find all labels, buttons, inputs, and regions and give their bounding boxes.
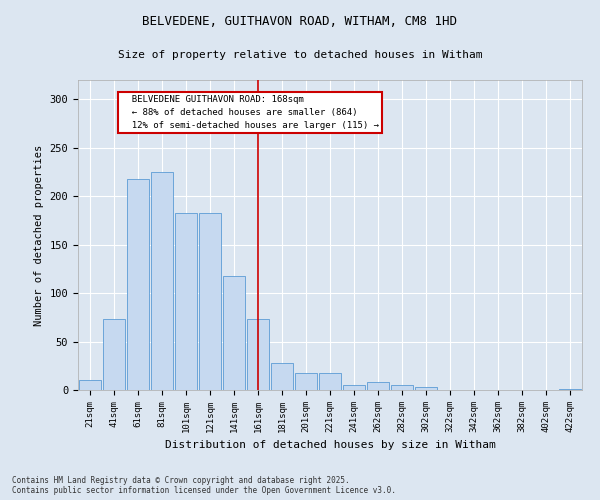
X-axis label: Distribution of detached houses by size in Witham: Distribution of detached houses by size … — [164, 440, 496, 450]
Bar — [247, 320, 269, 390]
Bar — [271, 363, 293, 390]
Bar — [343, 385, 365, 390]
Bar — [391, 385, 413, 390]
Bar — [319, 372, 341, 390]
Bar — [127, 179, 149, 390]
Text: BELVEDENE, GUITHAVON ROAD, WITHAM, CM8 1HD: BELVEDENE, GUITHAVON ROAD, WITHAM, CM8 1… — [143, 15, 458, 28]
Text: BELVEDENE GUITHAVON ROAD: 168sqm
  ← 88% of detached houses are smaller (864)
  : BELVEDENE GUITHAVON ROAD: 168sqm ← 88% o… — [121, 94, 379, 130]
Bar — [175, 212, 197, 390]
Text: Contains HM Land Registry data © Crown copyright and database right 2025.
Contai: Contains HM Land Registry data © Crown c… — [12, 476, 396, 495]
Bar — [295, 372, 317, 390]
Bar — [223, 276, 245, 390]
Bar — [415, 387, 437, 390]
Bar — [367, 382, 389, 390]
Y-axis label: Number of detached properties: Number of detached properties — [34, 144, 44, 326]
Bar — [79, 380, 101, 390]
Bar — [151, 172, 173, 390]
Bar — [199, 212, 221, 390]
Bar — [103, 320, 125, 390]
Bar — [559, 389, 581, 390]
Text: Size of property relative to detached houses in Witham: Size of property relative to detached ho… — [118, 50, 482, 60]
